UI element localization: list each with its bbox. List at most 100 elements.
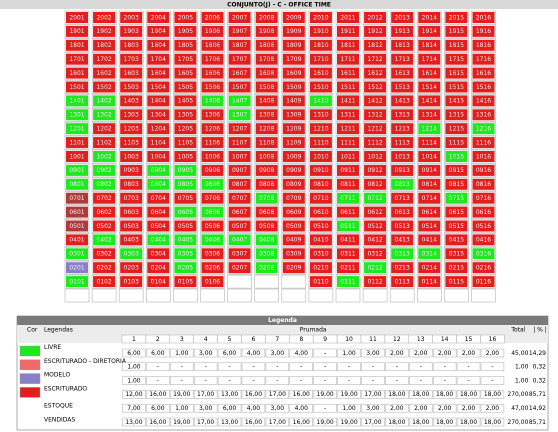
unit-cell[interactable]	[147, 234, 170, 246]
unit-cell[interactable]	[472, 123, 495, 135]
unit-cell[interactable]	[309, 178, 332, 190]
unit-cell[interactable]	[391, 234, 414, 246]
unit-cell[interactable]	[282, 95, 305, 107]
unit-cell[interactable]	[120, 151, 143, 162]
unit-cell[interactable]	[201, 39, 224, 51]
unit-cell[interactable]	[201, 151, 224, 162]
unit-cell[interactable]	[337, 67, 359, 79]
unit-cell[interactable]	[337, 81, 359, 93]
unit-cell[interactable]	[391, 12, 414, 23]
unit-cell[interactable]	[472, 137, 495, 149]
unit-cell[interactable]	[120, 192, 143, 204]
unit-cell[interactable]	[391, 164, 414, 176]
unit-cell[interactable]	[66, 178, 88, 190]
unit-cell[interactable]	[174, 234, 197, 246]
unit-cell[interactable]	[309, 53, 332, 65]
unit-cell[interactable]	[445, 137, 468, 149]
unit-cell[interactable]	[391, 248, 414, 260]
unit-cell[interactable]	[147, 151, 170, 162]
unit-cell[interactable]	[309, 220, 332, 232]
unit-cell[interactable]	[391, 262, 414, 274]
unit-cell[interactable]	[337, 151, 359, 162]
unit-cell[interactable]	[93, 164, 116, 176]
unit-cell[interactable]	[391, 81, 414, 93]
unit-cell[interactable]	[418, 39, 441, 51]
unit-cell[interactable]	[120, 164, 143, 176]
unit-cell[interactable]	[337, 220, 359, 232]
unit-cell[interactable]	[120, 178, 143, 190]
unit-cell[interactable]	[472, 53, 495, 65]
unit-cell[interactable]	[337, 53, 359, 65]
unit-cell[interactable]	[472, 12, 495, 23]
unit-cell[interactable]	[309, 67, 332, 79]
unit-cell[interactable]	[255, 234, 278, 246]
unit-cell[interactable]	[255, 39, 278, 51]
unit-cell[interactable]	[228, 25, 251, 37]
unit-cell[interactable]	[445, 151, 468, 162]
unit-cell[interactable]	[93, 95, 116, 107]
unit-cell[interactable]	[147, 53, 170, 65]
unit-cell[interactable]	[282, 137, 305, 149]
unit-cell[interactable]	[66, 206, 88, 218]
unit-cell[interactable]	[418, 109, 441, 121]
unit-cell[interactable]	[66, 192, 88, 204]
unit-cell[interactable]	[391, 192, 414, 204]
unit-cell[interactable]	[147, 206, 170, 218]
unit-cell[interactable]	[120, 248, 143, 260]
unit-cell[interactable]	[445, 234, 468, 246]
unit-cell[interactable]	[201, 25, 224, 37]
unit-cell[interactable]	[309, 192, 332, 204]
unit-cell[interactable]	[472, 25, 495, 37]
unit-cell[interactable]	[66, 53, 88, 65]
unit-cell[interactable]	[364, 151, 387, 162]
unit-cell[interactable]	[309, 12, 332, 23]
unit-cell[interactable]	[93, 192, 116, 204]
unit-cell[interactable]	[147, 137, 170, 149]
unit-cell[interactable]	[147, 192, 170, 204]
unit-cell[interactable]	[201, 206, 224, 218]
unit-cell[interactable]	[309, 109, 332, 121]
unit-cell[interactable]	[174, 192, 197, 204]
unit-cell[interactable]	[391, 39, 414, 51]
unit-cell[interactable]	[418, 262, 441, 274]
unit-cell[interactable]	[201, 137, 224, 149]
unit-cell[interactable]	[472, 276, 495, 288]
unit-cell[interactable]	[66, 234, 88, 246]
unit-cell[interactable]	[174, 109, 197, 121]
unit-cell[interactable]	[120, 109, 143, 121]
unit-cell[interactable]	[309, 248, 332, 260]
unit-cell[interactable]	[364, 25, 387, 37]
unit-cell[interactable]	[364, 67, 387, 79]
unit-cell[interactable]	[66, 220, 88, 232]
unit-cell[interactable]	[255, 123, 278, 135]
unit-cell[interactable]	[201, 164, 224, 176]
unit-cell[interactable]	[418, 192, 441, 204]
unit-cell[interactable]	[309, 39, 332, 51]
unit-cell[interactable]	[120, 81, 143, 93]
unit-cell[interactable]	[228, 248, 251, 260]
unit-cell[interactable]	[337, 137, 359, 149]
unit-cell[interactable]	[201, 262, 224, 274]
unit-cell[interactable]	[201, 12, 224, 23]
unit-cell[interactable]	[120, 67, 143, 79]
unit-cell[interactable]	[147, 25, 170, 37]
unit-cell[interactable]	[228, 164, 251, 176]
unit-cell[interactable]	[472, 81, 495, 93]
unit-cell[interactable]	[364, 164, 387, 176]
unit-cell[interactable]	[174, 206, 197, 218]
unit-cell[interactable]	[282, 25, 305, 37]
unit-cell[interactable]	[337, 39, 359, 51]
unit-cell[interactable]	[66, 25, 88, 37]
unit-cell[interactable]	[282, 164, 305, 176]
unit-cell[interactable]	[147, 109, 170, 121]
unit-cell[interactable]	[66, 12, 88, 23]
unit-cell[interactable]	[418, 81, 441, 93]
unit-cell[interactable]	[255, 81, 278, 93]
unit-cell[interactable]	[201, 234, 224, 246]
unit-cell[interactable]	[174, 276, 197, 288]
unit-cell[interactable]	[147, 123, 170, 135]
unit-cell[interactable]	[364, 53, 387, 65]
unit-cell[interactable]	[282, 12, 305, 23]
unit-cell[interactable]	[66, 276, 88, 288]
unit-cell[interactable]	[66, 262, 88, 274]
